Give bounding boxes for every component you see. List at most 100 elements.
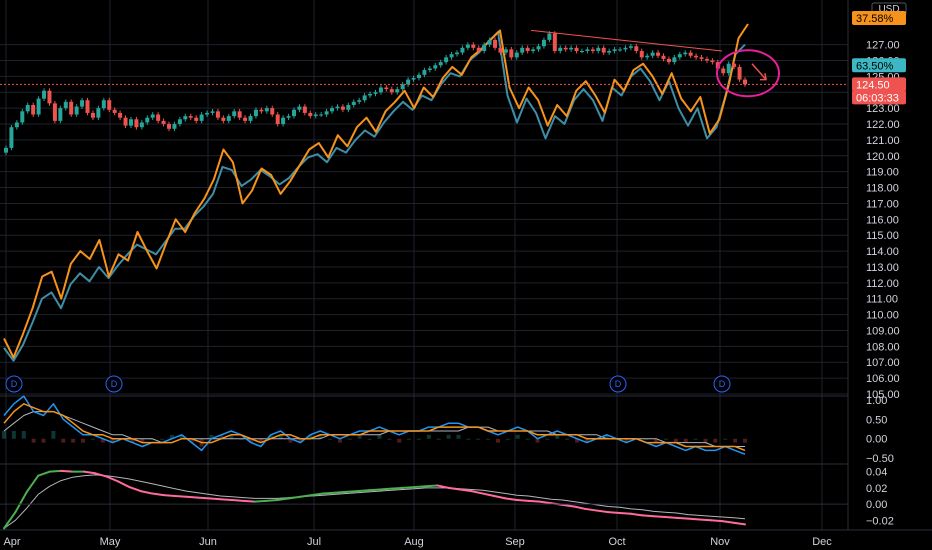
candle-body bbox=[438, 62, 443, 66]
macd-histogram-bar bbox=[81, 438, 86, 443]
arrow-head-icon bbox=[760, 73, 767, 81]
candle bbox=[156, 112, 161, 124]
candle bbox=[42, 88, 47, 102]
candle bbox=[378, 85, 383, 95]
candle bbox=[590, 47, 595, 54]
trend-line bbox=[530, 29, 723, 52]
candle-body bbox=[139, 122, 144, 128]
candle bbox=[487, 37, 492, 48]
candle-body bbox=[590, 49, 595, 51]
dividend-marker: D bbox=[105, 375, 123, 393]
candle-body bbox=[297, 106, 302, 110]
candle-body bbox=[25, 104, 30, 112]
candle-body bbox=[433, 65, 438, 69]
price-tick-label: 105.00 bbox=[866, 389, 900, 401]
macd-histogram-bar bbox=[644, 438, 649, 440]
candle bbox=[69, 99, 74, 117]
macd-histogram-bar bbox=[673, 438, 678, 443]
time-axis[interactable]: Apr May Jun Jul Aug Sep Oct Nov Dec bbox=[3, 536, 832, 548]
candle bbox=[36, 96, 41, 117]
candle bbox=[476, 45, 481, 54]
macd-histogram-bar bbox=[446, 434, 451, 439]
candle-body bbox=[656, 52, 661, 56]
macd-pane[interactable] bbox=[2, 395, 747, 455]
candle-body bbox=[449, 54, 454, 58]
candle bbox=[330, 105, 335, 114]
osc-tick-label: −0.02 bbox=[866, 515, 894, 527]
candle-body bbox=[156, 114, 161, 121]
candle-body bbox=[47, 90, 52, 104]
candle-body bbox=[384, 87, 389, 90]
candle-body bbox=[579, 50, 584, 52]
candle bbox=[259, 107, 264, 114]
candle bbox=[90, 110, 95, 121]
candle-body bbox=[237, 111, 242, 118]
candle-body bbox=[14, 122, 19, 128]
osc-line-segment bbox=[607, 511, 621, 514]
osc-line-segment bbox=[436, 484, 450, 489]
candle bbox=[313, 112, 318, 119]
macd-histogram-bar bbox=[377, 434, 382, 439]
candle-body bbox=[699, 57, 704, 59]
candle-body bbox=[498, 47, 503, 53]
macd-histogram-bar bbox=[100, 438, 105, 443]
candle-body bbox=[302, 106, 307, 113]
candle bbox=[704, 56, 709, 63]
macd-histogram-bar bbox=[41, 438, 46, 443]
osc-line-segment bbox=[504, 497, 518, 502]
candle bbox=[270, 105, 275, 117]
candle-body bbox=[134, 119, 139, 128]
candle bbox=[531, 47, 536, 54]
candle-body bbox=[639, 50, 644, 58]
countdown-tag-box bbox=[852, 90, 906, 105]
candle bbox=[308, 110, 313, 119]
candle bbox=[726, 61, 731, 76]
macd-histogram-bar bbox=[476, 438, 481, 440]
osc-line-segment bbox=[265, 499, 279, 502]
candle-body bbox=[645, 55, 650, 58]
macd-histogram-bar bbox=[31, 438, 36, 443]
osc-line-segment bbox=[14, 490, 28, 514]
candle bbox=[335, 104, 340, 111]
candle bbox=[183, 113, 188, 122]
macd-histogram-bar bbox=[663, 438, 668, 440]
teal-comparison-line bbox=[3, 30, 746, 362]
candle bbox=[503, 47, 508, 55]
month-tick-label: Nov bbox=[710, 536, 730, 548]
candle bbox=[161, 118, 166, 127]
candle bbox=[438, 59, 443, 68]
macd-histogram-bar bbox=[140, 438, 145, 443]
candle-body bbox=[585, 49, 590, 51]
osc-line-segment bbox=[299, 494, 313, 498]
candle bbox=[275, 112, 280, 127]
osc-line-segment bbox=[493, 494, 507, 500]
osc-line-segment bbox=[333, 490, 347, 494]
macd-histogram-bar bbox=[397, 438, 402, 443]
price-tick-label: 115.00 bbox=[866, 230, 899, 242]
candle bbox=[601, 45, 606, 55]
macd-histogram-bar bbox=[683, 438, 688, 443]
macd-histogram-bar bbox=[416, 438, 421, 440]
candle bbox=[74, 104, 79, 117]
candle bbox=[215, 108, 220, 121]
candle bbox=[541, 37, 546, 49]
candle bbox=[639, 48, 644, 60]
candle-body bbox=[666, 58, 671, 63]
candle bbox=[666, 56, 671, 65]
candle bbox=[694, 53, 699, 60]
candle bbox=[384, 85, 389, 92]
macd-histogram-bar bbox=[110, 438, 115, 443]
macd-histogram-bar bbox=[258, 438, 263, 443]
oscillator-pane[interactable] bbox=[0, 469, 848, 530]
candle bbox=[346, 102, 351, 113]
price-tick-label: 112.00 bbox=[866, 278, 899, 290]
candle-body bbox=[123, 117, 128, 126]
dividend-icon bbox=[609, 375, 627, 393]
macd-histogram-bar bbox=[308, 434, 313, 439]
candle bbox=[297, 104, 302, 113]
price-tag: 124.50 bbox=[852, 77, 906, 92]
price-axis[interactable]: USD127.00126.00125.00124.00123.00122.001… bbox=[866, 2, 907, 527]
price-pane[interactable] bbox=[3, 23, 749, 362]
